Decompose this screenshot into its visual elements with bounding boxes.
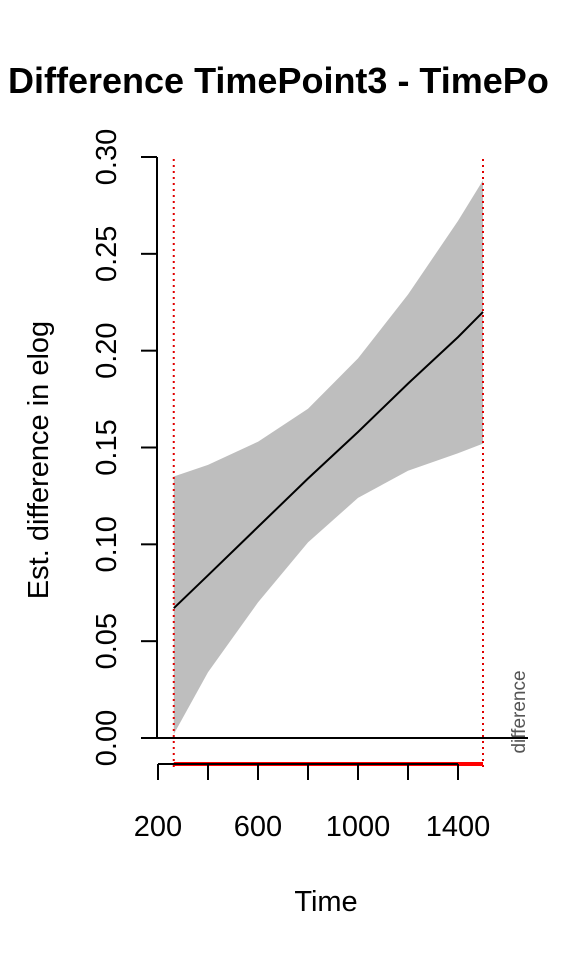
y-tick-label-4: 0.20: [91, 322, 123, 378]
estimate-line-0: [173, 311, 484, 609]
chart-title: Difference TimePoint3 - TimePo: [8, 60, 549, 101]
ci-band-0: [173, 180, 484, 735]
x-tick-label-0: 200: [134, 811, 182, 843]
y-tick-label-1: 0.05: [91, 613, 123, 669]
x-tick-label-3: 1400: [426, 811, 491, 843]
difference-label: difference: [509, 670, 530, 753]
y-tick-label-5: 0.25: [91, 226, 123, 282]
y-axis-label: Est. difference in elog: [23, 321, 55, 599]
y-tick-label-3: 0.15: [91, 419, 123, 475]
axes-layer: 0.00 0.05 0.10 0.15 0.20 0.25 0.30 200 600 1000 14…: [91, 129, 490, 843]
x-axis-label: Time: [294, 886, 357, 918]
y-tick-label-6: 0.30: [91, 129, 123, 185]
y-tick-label-0: 0.00: [91, 710, 123, 766]
x-tick-label-2: 1000: [326, 811, 391, 843]
reference-lines-layer: [153, 159, 528, 770]
y-tick-label-2: 0.10: [91, 516, 123, 572]
x-tick-label-1: 600: [234, 811, 282, 843]
ci-band-layer: [173, 180, 484, 735]
